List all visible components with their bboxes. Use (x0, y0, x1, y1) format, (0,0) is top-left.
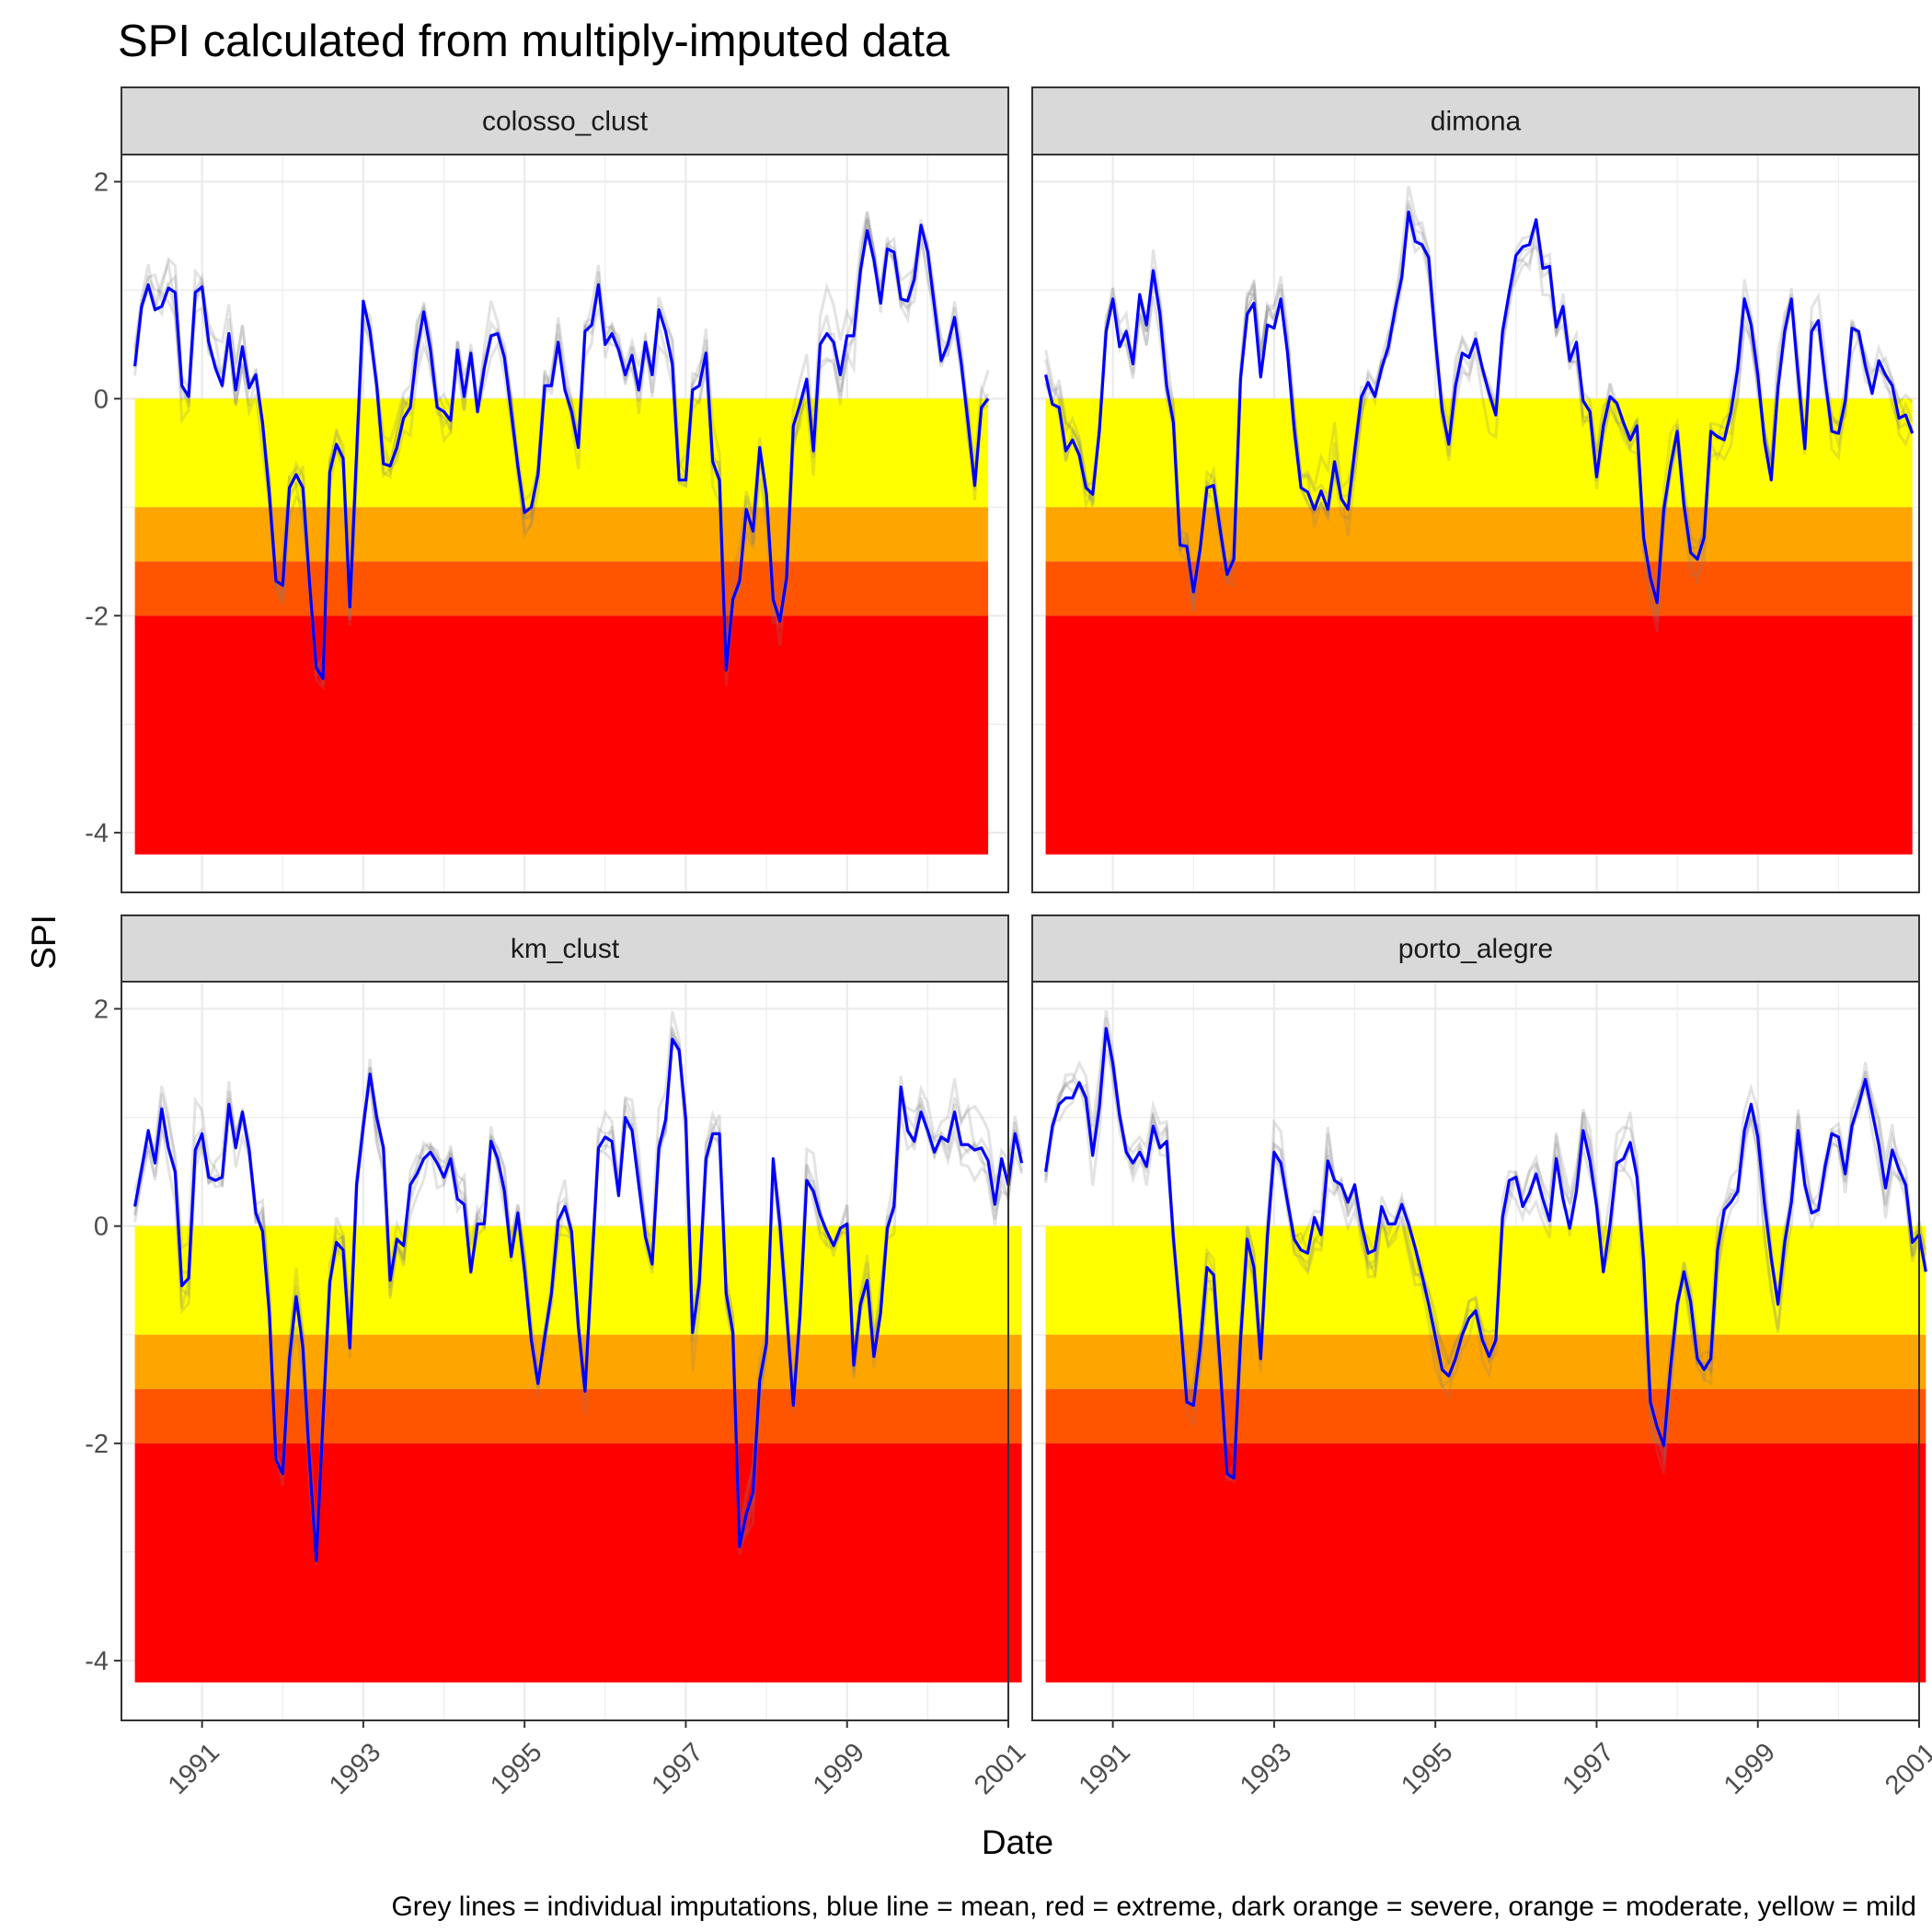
x-tick-label: 1991 (163, 1738, 225, 1800)
x-tick-label: 1991 (1074, 1738, 1136, 1800)
y-tick-label: 0 (94, 385, 109, 414)
chart-caption: Grey lines = individual imputations, blu… (391, 1892, 1916, 1922)
facet-label: dimona (1431, 107, 1522, 137)
band-extreme (134, 1443, 1022, 1683)
mean-line-colosso_clust (133, 224, 990, 681)
x-tick-label: 2001 (1880, 1738, 1932, 1800)
x-tick-label: 2001 (969, 1738, 1031, 1800)
band-mild (134, 398, 989, 508)
band-moderate (134, 507, 989, 562)
mean-line-km_clust (133, 1037, 1024, 1563)
band-severe (134, 1388, 1022, 1443)
y-tick-label: -4 (85, 1647, 109, 1676)
y-tick-label: 2 (94, 167, 109, 197)
facet-porto_alegre: porto_alegre 1991 1993 1995 1997 1999 2001 (1031, 914, 1932, 1800)
mean-line-porto_alegre (1044, 1027, 1927, 1480)
x-tick-label: 1995 (485, 1738, 547, 1800)
facet-strip (121, 86, 1009, 155)
facet-label: km_clust (511, 934, 620, 964)
imputation-line (133, 219, 990, 677)
x-tick-label: 1993 (1235, 1738, 1297, 1800)
band-severe (1045, 561, 1913, 616)
band-extreme (1045, 615, 1913, 855)
facet-dimona: dimona (1031, 86, 1921, 893)
y-tick-label: -4 (85, 819, 109, 848)
facet-colosso_clust: colosso_clust 2 0 -2 -4 (85, 86, 1010, 893)
x-tick-label: 1995 (1396, 1738, 1458, 1800)
chart-title: SPI calculated from multiply-imputed dat… (118, 17, 950, 66)
y-tick-label: 2 (94, 995, 109, 1025)
y-tick-label: 0 (94, 1213, 109, 1242)
band-extreme (1045, 1443, 1926, 1683)
band-severe (1045, 1388, 1926, 1443)
x-tick-label: 1997 (647, 1738, 709, 1800)
facet-strip (121, 914, 1009, 983)
band-severe (134, 561, 989, 616)
y-axis-title: SPI (25, 914, 63, 970)
y-tick-label: -2 (85, 1430, 109, 1459)
facet-label: colosso_clust (482, 107, 649, 137)
facet-strip (1031, 914, 1920, 983)
facet-km_clust: km_clust 2 0 -2 -4 1991 1993 1995 1997 1999 2001 (85, 914, 1031, 1800)
x-tick-label: 1999 (808, 1738, 870, 1800)
band-extreme (134, 615, 989, 855)
imputation-line (133, 219, 990, 685)
mean-line-dimona (1044, 210, 1915, 604)
y-tick-label: -2 (85, 602, 109, 631)
facet-label: porto_alegre (1398, 934, 1553, 964)
facet-strip (1031, 86, 1920, 155)
x-tick-label: 1999 (1719, 1738, 1781, 1800)
x-axis-title: Date (982, 1823, 1053, 1861)
band-moderate (1045, 507, 1913, 562)
band-moderate (1045, 1334, 1926, 1389)
imputation-line (1044, 1048, 1927, 1458)
x-tick-label: 1997 (1558, 1738, 1620, 1800)
facets-layer: colosso_clust 2 0 -2 -4 dimona km_clust 2 0 -2 -4 1… (85, 86, 1932, 1800)
x-tick-label: 1993 (324, 1738, 386, 1800)
